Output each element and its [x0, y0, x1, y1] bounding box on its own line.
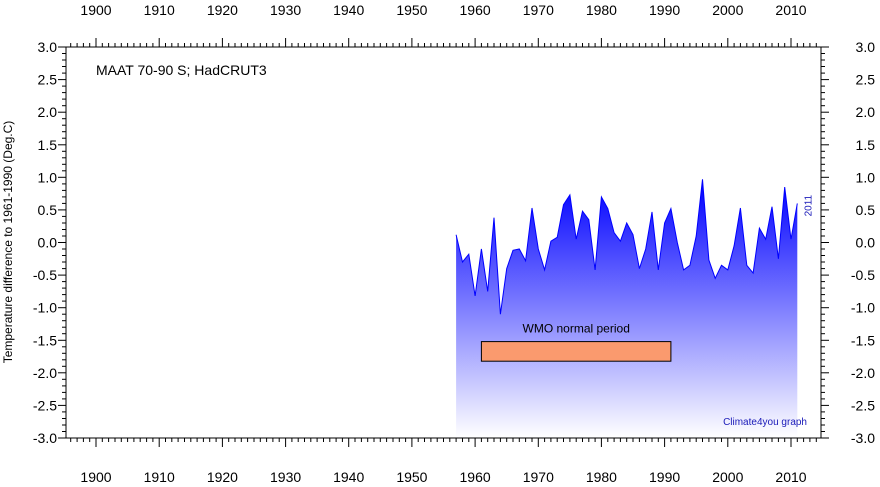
y-tick-label-left: 0.0	[38, 235, 58, 251]
axis-ticks	[58, 38, 829, 447]
y-tick-label-left: 1.5	[38, 137, 58, 153]
x-tick-label-bottom: 1950	[396, 469, 427, 485]
y-tick-label-right: -1.5	[851, 332, 875, 348]
x-tick-label-top: 1940	[333, 2, 364, 18]
x-tick-label-bottom: 1960	[460, 469, 491, 485]
x-tick-label-top: 1950	[396, 2, 427, 18]
x-tick-label-top: 1920	[207, 2, 238, 18]
x-tick-label-top: 2000	[712, 2, 743, 18]
y-tick-label-right: -3.0	[851, 430, 875, 446]
x-tick-label-bottom: 2000	[712, 469, 743, 485]
y-tick-label-right: 0.5	[856, 202, 876, 218]
x-tick-label-bottom: 2010	[775, 469, 806, 485]
x-tick-label-top: 1980	[586, 2, 617, 18]
y-tick-label-left: 2.5	[38, 72, 58, 88]
y-tick-label-right: 2.0	[856, 104, 876, 120]
y-tick-label-left: -0.5	[33, 267, 57, 283]
x-tick-label-top: 1900	[80, 2, 111, 18]
x-tick-label-top: 1970	[523, 2, 554, 18]
y-axis-label: Temperature difference to 1961-1990 (Deg…	[1, 121, 15, 364]
x-tick-label-bottom: 1920	[207, 469, 238, 485]
x-tick-label-top: 1930	[270, 2, 301, 18]
x-tick-label-top: 1990	[649, 2, 680, 18]
y-tick-label-right: 1.5	[856, 137, 876, 153]
temperature-area	[456, 179, 798, 439]
wmo-normal-period-label: WMO normal period	[523, 322, 630, 336]
y-tick-label-left: -3.0	[33, 430, 57, 446]
y-tick-label-left: -2.5	[33, 397, 57, 413]
y-tick-label-left: 3.0	[38, 39, 58, 55]
end-year-label: 2011	[803, 194, 814, 216]
y-tick-label-right: 1.0	[856, 169, 876, 185]
y-tick-label-right: 0.0	[856, 235, 876, 251]
y-tick-label-right: -0.5	[851, 267, 875, 283]
x-tick-label-top: 1960	[460, 2, 491, 18]
x-tick-label-bottom: 1940	[333, 469, 364, 485]
x-tick-label-bottom: 1990	[649, 469, 680, 485]
y-tick-label-left: 1.0	[38, 169, 58, 185]
wmo-normal-period-bar	[480, 341, 672, 362]
y-tick-label-right: -1.0	[851, 300, 875, 316]
x-tick-label-bottom: 1970	[523, 469, 554, 485]
credit-label: Climate4you graph	[723, 417, 807, 428]
chart-title: MAAT 70-90 S; HadCRUT3	[96, 62, 267, 78]
y-tick-label-right: -2.5	[851, 397, 875, 413]
y-tick-label-left: -1.0	[33, 300, 57, 316]
y-tick-label-right: -2.0	[851, 365, 875, 381]
x-tick-label-bottom: 1910	[144, 469, 175, 485]
x-tick-label-bottom: 1900	[80, 469, 111, 485]
temperature-line	[455, 179, 798, 315]
y-tick-label-left: 2.0	[38, 104, 58, 120]
y-tick-label-left: -2.0	[33, 365, 57, 381]
x-tick-label-bottom: 1980	[586, 469, 617, 485]
x-tick-label-top: 2010	[775, 2, 806, 18]
x-tick-label-top: 1910	[144, 2, 175, 18]
y-tick-label-right: 3.0	[856, 39, 876, 55]
y-tick-label-right: 2.5	[856, 72, 876, 88]
y-tick-label-left: 0.5	[38, 202, 58, 218]
x-tick-label-bottom: 1930	[270, 469, 301, 485]
y-tick-label-left: -1.5	[33, 332, 57, 348]
